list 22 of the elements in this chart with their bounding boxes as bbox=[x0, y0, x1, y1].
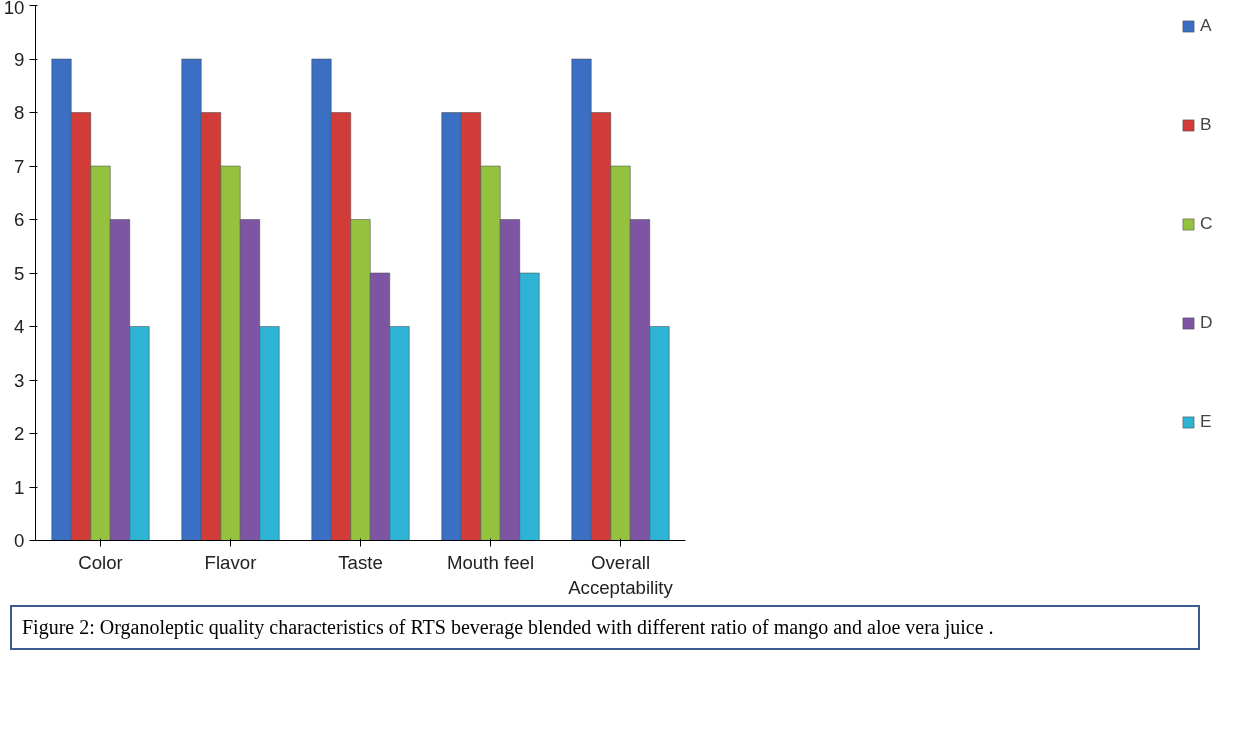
legend-label: E bbox=[1200, 411, 1213, 432]
y-tick-label: 9 bbox=[14, 48, 25, 70]
x-tick-label: Flavor bbox=[204, 551, 257, 573]
y-tick-label: 10 bbox=[3, 0, 25, 18]
legend-label: B bbox=[1200, 114, 1213, 135]
x-tick-label: Taste bbox=[338, 551, 383, 573]
y-tick-label: 5 bbox=[14, 262, 25, 284]
y-tick-label: 0 bbox=[14, 530, 25, 551]
x-tick-label: Overall Acceptability bbox=[568, 551, 674, 598]
y-tick-label: 7 bbox=[14, 155, 25, 177]
caption: Figure 2: Organoleptic quality characteristics of RTS beverage blended with different ratio of mango and aloe vera juice . bbox=[22, 615, 994, 641]
x-tick-label: Mouth feel bbox=[446, 551, 535, 573]
y-tick-label: 3 bbox=[14, 369, 25, 391]
y-tick-label: 8 bbox=[14, 102, 25, 123]
y-tick-label: 6 bbox=[14, 209, 25, 230]
x-tick-label: Color bbox=[78, 551, 123, 573]
legend-label: C bbox=[1200, 213, 1214, 234]
y-tick-label: 4 bbox=[14, 316, 25, 337]
legend-label: D bbox=[1200, 312, 1214, 333]
y-tick-label: 1 bbox=[14, 476, 25, 498]
legend-label: A bbox=[1200, 15, 1213, 36]
y-tick-label: 2 bbox=[14, 423, 25, 444]
